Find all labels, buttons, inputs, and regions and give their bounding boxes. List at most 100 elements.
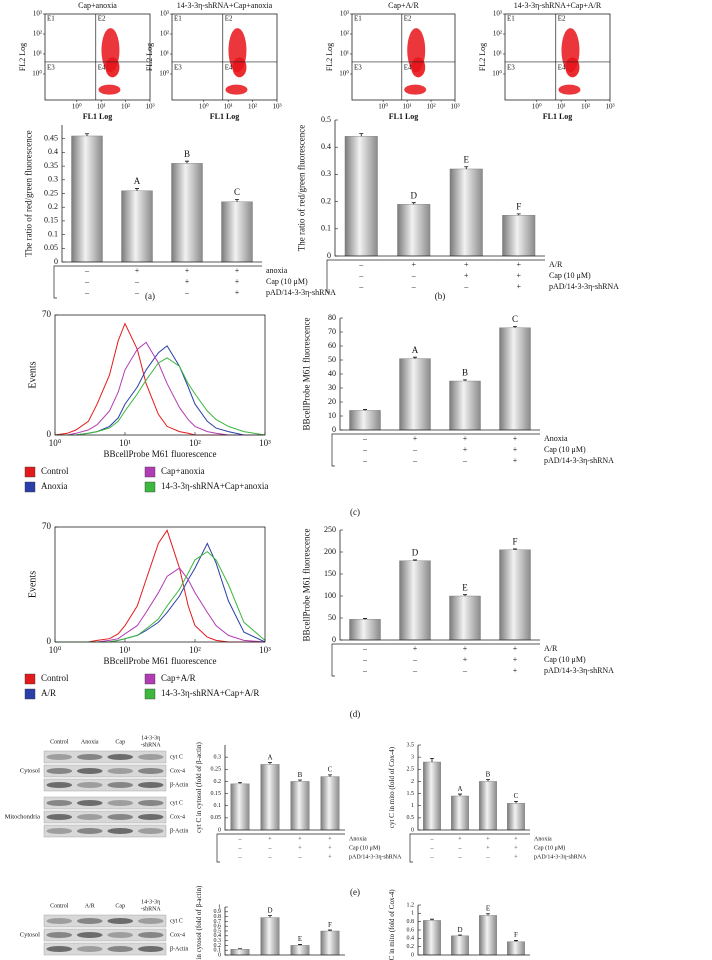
condition-sign: + (516, 271, 521, 280)
error-bar (513, 548, 517, 550)
blot-band (107, 946, 134, 952)
condition-name: Cap (10 μM) (534, 844, 565, 851)
error-bar (328, 774, 332, 777)
condition-name: pAD/14-3-3η-shRNA (534, 854, 587, 860)
blot-band (76, 828, 103, 834)
legend-label: A/R (41, 688, 56, 698)
y-tick-label: 50 (328, 613, 336, 622)
condition-sign: – (412, 445, 418, 454)
y-tick-label: 10³ (160, 10, 169, 18)
condition-sign: – (184, 288, 190, 297)
condition-sign: + (463, 434, 468, 443)
condition-sign: – (362, 655, 368, 664)
blot-strip (43, 824, 167, 838)
y-axis-label: cyt C in mito (fold of Cox-4) (388, 889, 396, 960)
error-bar (458, 934, 462, 936)
blot-strip (43, 764, 167, 778)
condition-name: pAD/14-3-3η-shRNA (549, 282, 619, 291)
y-tick-label: 1 (411, 803, 414, 809)
y-tick-label: 100 (324, 591, 336, 600)
y-tick-label: 10⁰ (159, 70, 169, 78)
blot-band (76, 754, 103, 760)
condition-sign: + (413, 434, 418, 443)
condition-sign: – (462, 456, 468, 465)
y-tick-label: 0.8 (214, 914, 222, 920)
legend-label: Cap+anoxia (161, 466, 205, 476)
condition-name: Cap (10 μM) (544, 445, 586, 454)
condition-sign: + (328, 836, 332, 842)
significance-letter: A (267, 753, 272, 761)
x-tick-label: 10¹ (224, 103, 233, 111)
plot-frame (171, 13, 278, 101)
y-tick-label: 1 (218, 904, 221, 910)
error-bar (413, 356, 417, 359)
y-tick-label: 0.15 (211, 791, 222, 797)
y-tick-label: 0 (47, 429, 52, 439)
x-tick-label: 10¹ (97, 103, 106, 111)
condition-sign: + (514, 854, 518, 860)
condition-name: Anoxia (544, 434, 568, 443)
blot-band (107, 800, 134, 806)
bar (171, 163, 203, 263)
condition-sign: + (185, 277, 190, 286)
blot-band (107, 918, 134, 924)
x-axis-label: FL1 Log (543, 112, 573, 121)
blot-band (137, 782, 164, 788)
legend-label: 14-3-3η-shRNA+Cap+anoxia (161, 481, 268, 491)
condition-sign: + (513, 456, 518, 465)
error-bar (463, 594, 467, 596)
bar (71, 135, 103, 263)
condition-sign: + (135, 266, 140, 275)
condition-sign: + (514, 845, 518, 851)
condition-sign: – (84, 266, 90, 275)
bar (423, 920, 441, 956)
significance-letter: B (298, 771, 303, 779)
bar (349, 410, 381, 431)
series-line (54, 322, 265, 436)
condition-sign: – (84, 277, 90, 286)
condition-name: pAD/14-3-3η-shRNA (544, 456, 614, 465)
condition-sign: – (458, 854, 463, 860)
error-bar (411, 202, 416, 205)
condition-sign: + (486, 845, 490, 851)
significance-letter: B (184, 149, 190, 159)
y-tick-label: 0.3 (214, 938, 222, 944)
plot-frame (351, 13, 456, 101)
condition-sign: – (362, 434, 368, 443)
significance-letter: C (512, 314, 518, 324)
y-tick-label: 0.5 (407, 815, 415, 821)
y-tick-label: 10 (328, 411, 336, 420)
x-tick-label: 10² (581, 103, 590, 111)
condition-sign: – (358, 271, 364, 280)
series-line (55, 341, 265, 436)
panel-label: (e) (350, 887, 360, 897)
condition-sign: + (513, 445, 518, 454)
column-label: Cap (115, 739, 125, 745)
bar (479, 781, 497, 831)
blot-band (46, 800, 73, 806)
blot-strip (43, 810, 167, 824)
blot-band (76, 800, 103, 806)
y-tick-label: 10² (160, 30, 169, 38)
error-bar (235, 199, 239, 202)
y-tick-label: 50 (328, 355, 336, 364)
condition-sign: – (362, 644, 368, 653)
condition-sign: + (185, 266, 190, 275)
y-axis-label: BBcellProbe M61 fluorescence (302, 318, 312, 431)
y-tick-label: 0 (218, 952, 221, 958)
significance-letter: A (412, 345, 419, 355)
legend-label: Cap+A/R (161, 673, 196, 683)
blot-band (76, 782, 103, 788)
bar (260, 917, 280, 956)
condition-sign: – (430, 854, 435, 860)
y-tick-label: 150 (324, 569, 336, 578)
y-axis-label: cyt C in mito (fold of Cox-4) (388, 746, 396, 828)
row-label: cyt C (170, 800, 183, 806)
condition-sign: – (362, 666, 368, 675)
error-bar (185, 160, 189, 164)
error-bar (363, 618, 367, 620)
y-axis-label: cyt C in cytosol (fold of β-actin) (195, 742, 203, 833)
condition-sign: + (463, 655, 468, 664)
blot-band (76, 768, 103, 774)
